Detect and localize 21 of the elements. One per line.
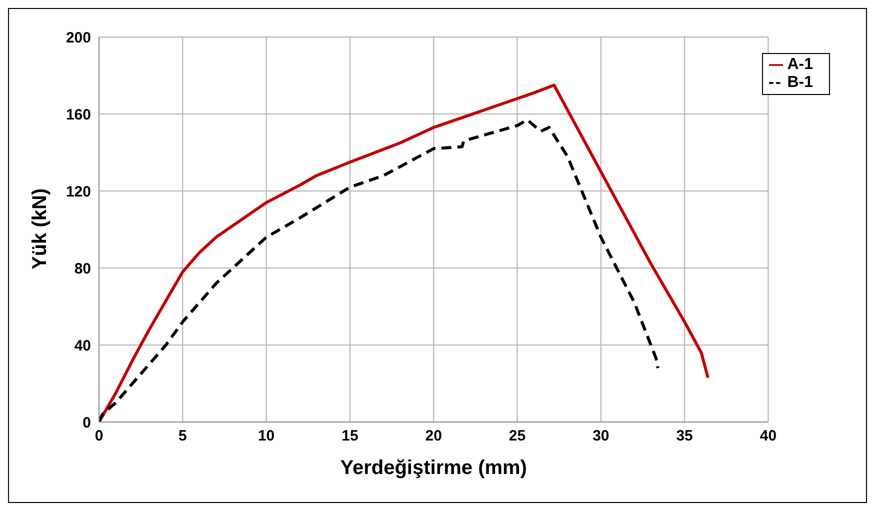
- line-series: [99, 84, 710, 422]
- x-tick-label: 25: [508, 428, 526, 445]
- y-tick-label: 0: [82, 414, 91, 432]
- line-series: [99, 118, 660, 422]
- y-tick-label: 200: [66, 29, 91, 46]
- x-tick-label: 0: [94, 428, 104, 445]
- y-tick-label: 80: [74, 260, 91, 278]
- x-tick-label: 10: [258, 428, 275, 445]
- x-tick-label: 40: [760, 428, 777, 445]
- x-tick-label: 5: [178, 428, 187, 445]
- y-tick-label: 40: [74, 337, 91, 354]
- y-tick-label: 120: [66, 183, 91, 200]
- x-axis-title: Yerdeğiştirme (mm): [340, 457, 527, 479]
- x-tick-label: 35: [676, 428, 693, 445]
- legend-label: A-1: [787, 56, 813, 73]
- x-tick-label: 30: [592, 428, 610, 445]
- legend-label: B-1: [787, 74, 813, 91]
- y-axis-title: Yük (kN): [29, 188, 52, 270]
- x-tick-label: 15: [342, 428, 358, 445]
- x-tick-label: 20: [425, 428, 442, 445]
- y-tick-label: 160: [66, 106, 91, 124]
